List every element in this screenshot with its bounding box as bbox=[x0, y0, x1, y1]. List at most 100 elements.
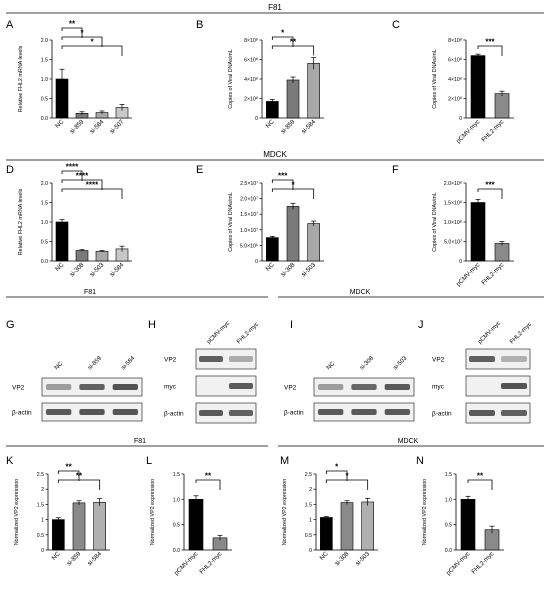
bar-si-503 bbox=[361, 501, 374, 551]
lane-label: NC bbox=[326, 361, 337, 372]
y-tick-label: 2.5 bbox=[305, 472, 312, 478]
blot-band bbox=[318, 384, 344, 390]
chart-d: 0.0 0.5 1.0 1.5 2.0 Relative FHL2 mRNA levels… bbox=[18, 163, 132, 278]
significance-label: ** bbox=[66, 463, 73, 472]
significance-label: * bbox=[80, 29, 84, 38]
blot-j: pCMV-myc FHL2-myc VP2 myc β-actin bbox=[432, 320, 533, 424]
significance-bracket bbox=[477, 188, 503, 199]
significance-label: * bbox=[335, 463, 339, 472]
y-tick-label: 8×10⁸ bbox=[244, 38, 258, 44]
y-tick-label: 1 bbox=[41, 518, 44, 524]
significance-bracket bbox=[325, 470, 348, 481]
y-tick-label: 2×10⁸ bbox=[244, 97, 258, 103]
significance-bracket bbox=[271, 188, 315, 199]
y-tick-label: 0 bbox=[459, 259, 462, 265]
panel-letter-b: B bbox=[196, 19, 203, 31]
y-tick-label: 0 bbox=[459, 116, 462, 122]
significance-label: * bbox=[345, 472, 349, 481]
y-tick-label: 0 bbox=[255, 116, 258, 122]
y-tick-label: 6×10⁸ bbox=[448, 58, 462, 64]
category-label: si-584 bbox=[109, 261, 126, 278]
category-label: si-584 bbox=[86, 550, 103, 567]
bar-nc bbox=[52, 519, 65, 551]
blot-row-label: β-actin bbox=[432, 411, 452, 418]
y-tick-label: 1.0 bbox=[41, 77, 48, 83]
section-title-top: F81 bbox=[268, 3, 282, 12]
y-tick-label: 0.0 bbox=[173, 548, 180, 554]
y-tick-label: 5.0×10⁷ bbox=[444, 240, 462, 246]
y-tick-label: 1.5×10⁸ bbox=[444, 201, 462, 207]
bar-nc bbox=[320, 517, 333, 551]
bar-nc bbox=[55, 221, 69, 262]
blot-band bbox=[112, 384, 138, 390]
significance-bracket bbox=[61, 36, 103, 47]
section-title-blot-right: MDCK bbox=[350, 289, 371, 296]
y-axis-label: Normalized VP2 expression bbox=[14, 479, 20, 546]
category-label: NC bbox=[264, 261, 276, 273]
y-axis-label: Normalized VP2 expression bbox=[282, 479, 288, 546]
significance-label: *** bbox=[278, 172, 288, 181]
y-tick-label: 0.5 bbox=[445, 523, 452, 529]
significance-bracket bbox=[195, 479, 221, 490]
blot-band bbox=[501, 410, 527, 416]
section-title-bottom-left: F81 bbox=[134, 438, 146, 445]
category-label: FHL2-myc bbox=[198, 550, 223, 575]
panel-letter-g: G bbox=[6, 319, 15, 331]
y-tick-label: 0.0 bbox=[445, 548, 452, 554]
section-title-bottom-right: MDCK bbox=[398, 438, 419, 445]
panel-letter-l: L bbox=[146, 455, 152, 467]
blot-band bbox=[199, 356, 223, 362]
y-tick-label: 2.0×10⁸ bbox=[444, 181, 462, 187]
y-tick-label: 0 bbox=[309, 548, 312, 554]
y-tick-label: 0 bbox=[255, 259, 258, 265]
panel-letter-n: N bbox=[416, 455, 424, 467]
blot-row-label: β-actin bbox=[164, 411, 184, 418]
bar-si-308 bbox=[75, 250, 89, 262]
section-title-middle: MDCK bbox=[263, 150, 287, 159]
y-tick-label: 1.5 bbox=[37, 502, 44, 508]
category-label: NC bbox=[264, 118, 276, 130]
category-label: FHL2-myc bbox=[480, 118, 505, 143]
category-label: si-308 bbox=[280, 261, 297, 278]
lane-label: pCMV-myc bbox=[477, 320, 502, 345]
significance-label: * bbox=[90, 38, 94, 47]
lane-label: FHL2-myc bbox=[509, 322, 533, 346]
blot-row-label: β-actin bbox=[284, 410, 304, 417]
blot-band bbox=[351, 409, 377, 415]
panel-letter-h: H bbox=[148, 319, 156, 331]
y-tick-label: 1.5×10⁷ bbox=[240, 212, 258, 218]
blot-band bbox=[229, 356, 253, 362]
blot-strip bbox=[465, 375, 531, 397]
y-tick-label: 1.0×10⁸ bbox=[444, 220, 462, 226]
category-label: NC bbox=[54, 261, 66, 273]
y-tick-label: 2.0 bbox=[41, 181, 48, 187]
significance-bracket bbox=[477, 45, 503, 56]
panel-letter-c: C bbox=[392, 19, 400, 31]
blot-strip bbox=[465, 402, 531, 424]
significance-label: * bbox=[291, 181, 295, 190]
blot-band bbox=[318, 409, 344, 415]
category-label: si-503 bbox=[354, 550, 371, 567]
category-label: si-584 bbox=[300, 118, 317, 135]
blot-h: pCMV-myc FHL2-myc VP2 myc β-actin bbox=[164, 320, 260, 424]
significance-label: **** bbox=[76, 172, 89, 181]
category-label: si-507 bbox=[109, 118, 126, 135]
bar-si-308 bbox=[340, 502, 354, 551]
lane-label: NC bbox=[54, 361, 65, 372]
blot-band bbox=[384, 409, 410, 415]
significance-label: ** bbox=[477, 472, 484, 481]
blot-band bbox=[469, 410, 495, 416]
y-tick-label: 0.5 bbox=[41, 97, 48, 103]
y-tick-label: 0 bbox=[41, 548, 44, 554]
y-axis-label: Normalized VP2 expression bbox=[422, 479, 428, 546]
category-label: si-503 bbox=[300, 261, 317, 278]
significance-bracket bbox=[325, 479, 369, 490]
chart-e: 0 5.0×10⁶ 1.0×10⁷ 1.5×10⁷ 2.0×10⁷ 2.5×10⁷ Copi… bbox=[228, 172, 324, 278]
y-tick-label: 5.0×10⁶ bbox=[240, 243, 258, 249]
y-tick-label: 4×10⁸ bbox=[448, 77, 462, 83]
significance-bracket bbox=[57, 470, 80, 481]
chart-c: 0 2×10⁸ 4×10⁸ 6×10⁸ 8×10⁸ Copies of Viral DNA… bbox=[432, 38, 514, 145]
lane-label: si-859 bbox=[87, 355, 103, 371]
